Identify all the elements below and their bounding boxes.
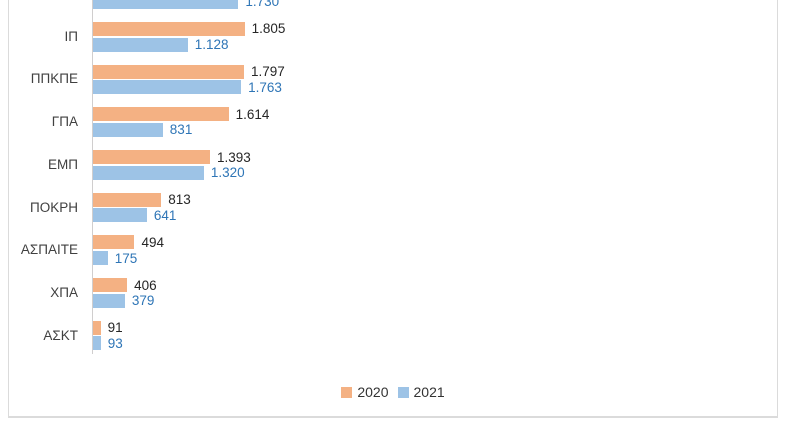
bar-2021 xyxy=(93,122,163,137)
category-label: ΙΠ xyxy=(64,28,79,44)
legend-item-2020: 2020 xyxy=(341,384,389,400)
category-label: ΕΜΠ xyxy=(48,156,78,172)
legend-swatch-2020 xyxy=(341,386,353,398)
value-label-2020: 91 xyxy=(107,320,123,336)
bar-2021 xyxy=(93,293,125,308)
bar-2020 xyxy=(93,278,128,293)
bar-2020 xyxy=(93,235,135,250)
legend-label-2021: 2021 xyxy=(413,384,445,400)
bar-2021 xyxy=(93,251,108,265)
category-label: ΑΣΠΑΙΤΕ xyxy=(20,242,78,258)
legend: 2020 2021 xyxy=(8,384,778,400)
category-label: ΧΠΑ xyxy=(50,284,78,300)
value-label-2021: 175 xyxy=(114,250,138,266)
value-label-2021: 93 xyxy=(107,335,123,351)
value-label-2021: 641 xyxy=(153,207,177,223)
value-label-2021: 1.763 xyxy=(248,79,282,95)
value-label-2020: 1.797 xyxy=(250,64,285,80)
value-label-2021: 1.128 xyxy=(194,37,229,52)
chart-frame-border xyxy=(8,0,778,418)
value-label-2021: 1.730 xyxy=(245,0,280,10)
bar-2020 xyxy=(93,107,229,122)
bar-2020 xyxy=(93,150,210,164)
bar-2020 xyxy=(93,320,101,335)
bar-2021 xyxy=(93,208,147,223)
bar-2021 xyxy=(93,165,204,180)
bar-2021 xyxy=(93,336,101,351)
bar-2020 xyxy=(93,192,162,207)
value-label-2021: 1.320 xyxy=(210,165,245,181)
category-label: ΑΣΚΤ xyxy=(43,327,78,343)
legend-swatch-2021 xyxy=(397,386,409,398)
category-label: ΓΠΑ xyxy=(51,114,78,130)
bar-2020 xyxy=(93,21,245,36)
category-label: ΠΟΚΡΗ xyxy=(29,199,78,215)
value-label-2020: 1.614 xyxy=(235,106,270,122)
legend-item-2021: 2021 xyxy=(397,384,445,400)
value-label-2020: 1.393 xyxy=(217,149,251,165)
value-label-2020: 813 xyxy=(168,192,191,208)
bar-2021 xyxy=(93,0,239,9)
bar-2020 xyxy=(93,64,244,79)
legend-label-2020: 2020 xyxy=(357,384,389,400)
value-label-2021: 831 xyxy=(169,122,193,138)
y-axis-line xyxy=(92,0,93,354)
value-label-2020: 494 xyxy=(141,234,165,250)
value-label-2020: 1.805 xyxy=(251,21,286,37)
value-label-2021: 379 xyxy=(131,293,155,309)
category-label: ΠΠΚΠΕ xyxy=(30,71,78,87)
bar-2021 xyxy=(93,80,242,95)
bar-2021 xyxy=(93,37,188,52)
value-label-2020: 406 xyxy=(134,277,157,293)
